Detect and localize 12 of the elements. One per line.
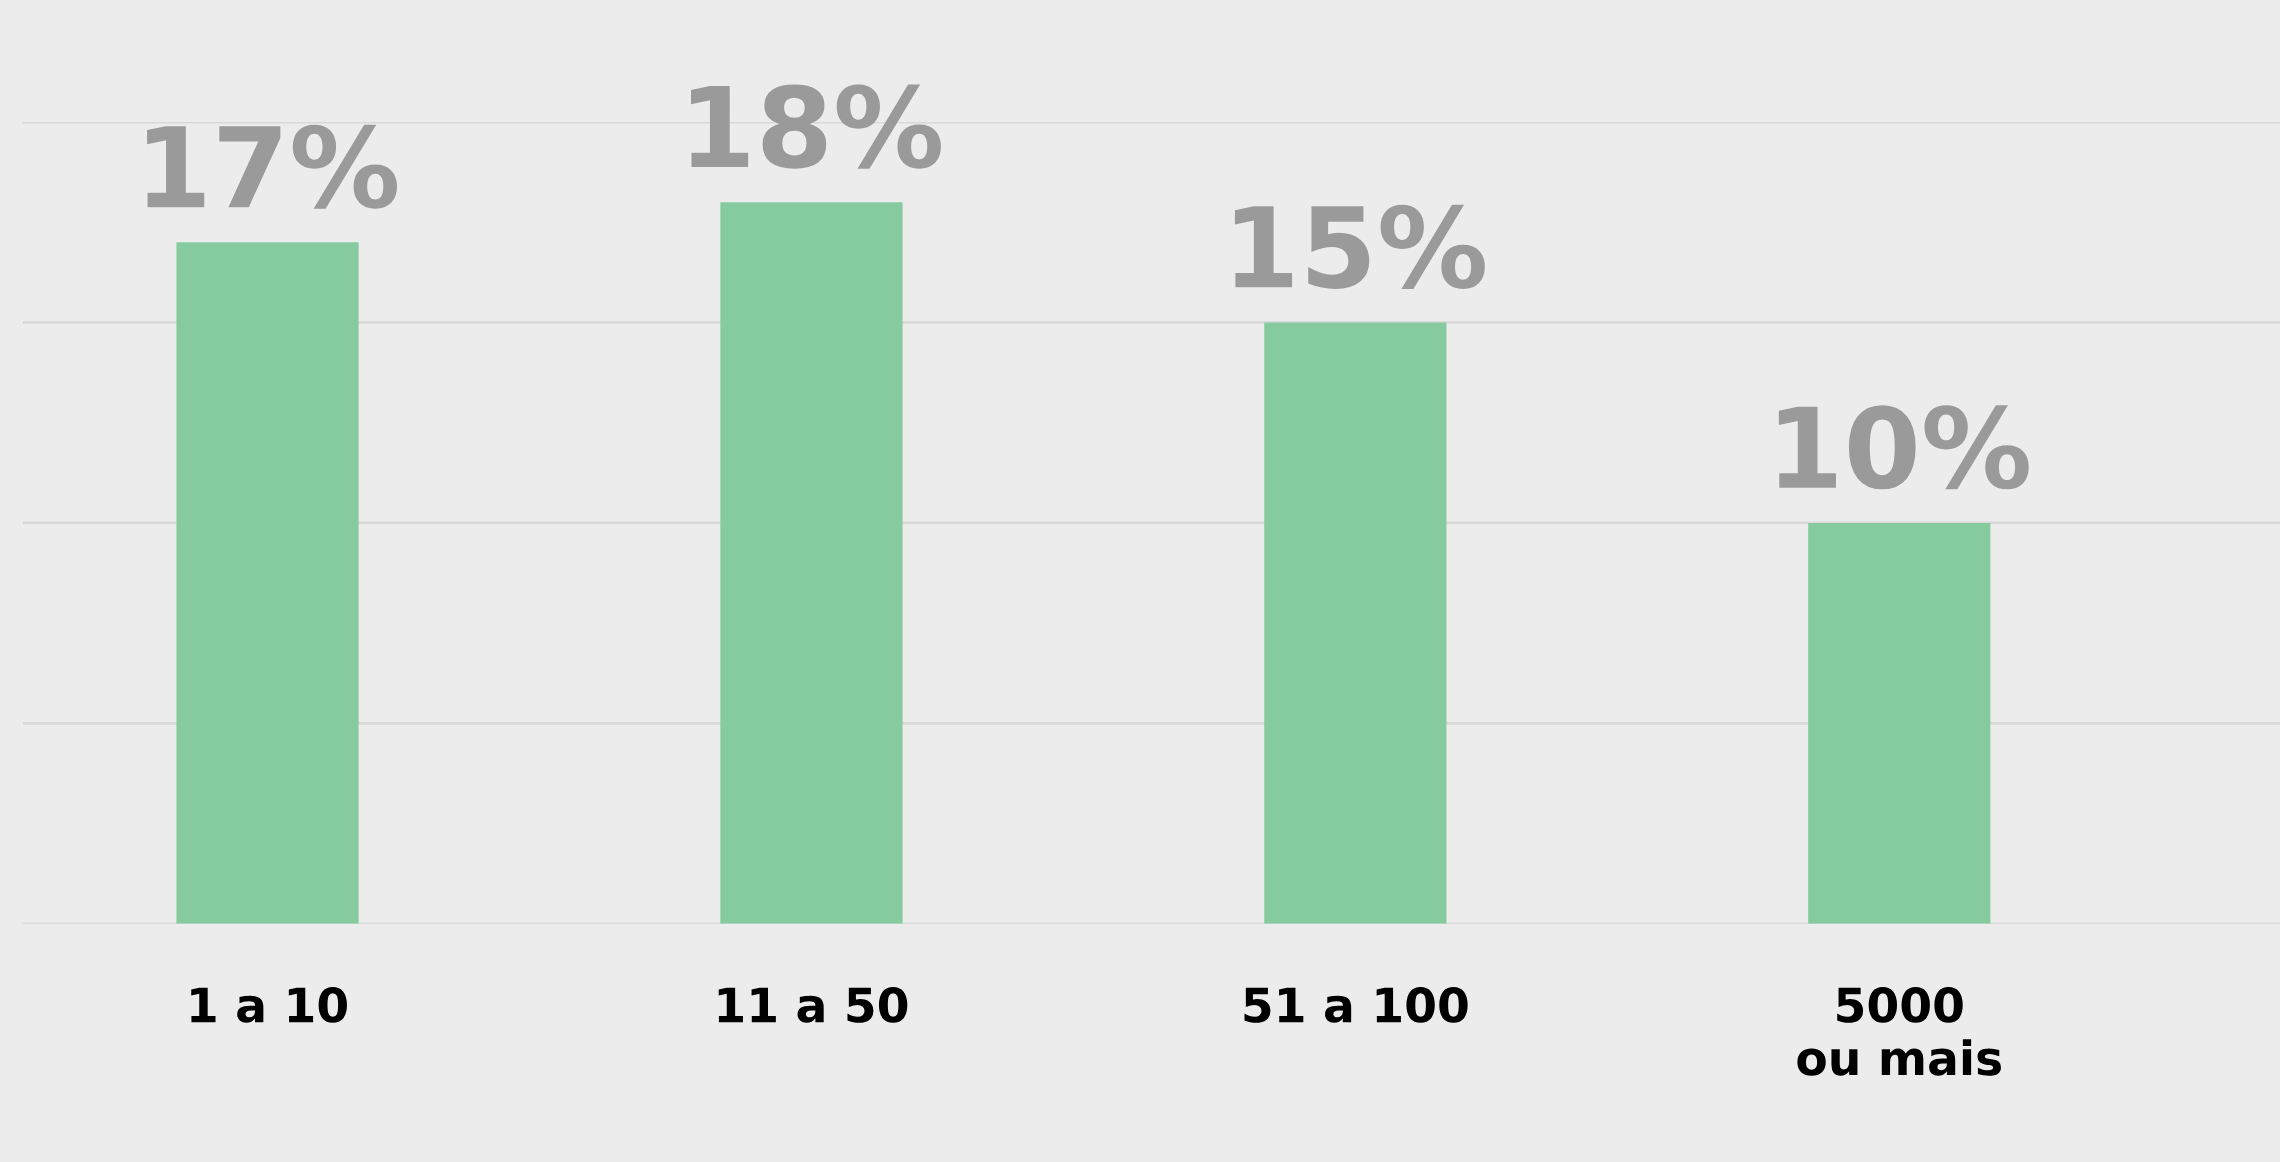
data-label: 17% bbox=[147, 124, 397, 209]
x-tick-label: 1 a 10 bbox=[191, 987, 347, 1023]
x-tick-label: 11 a 50 bbox=[718, 987, 908, 1023]
bar bbox=[1264, 322, 1447, 924]
data-label: 15% bbox=[1234, 204, 1485, 289]
bar bbox=[176, 242, 359, 924]
data-label: 10% bbox=[1778, 405, 2029, 490]
x-tick-label: 5000 ou mais bbox=[1797, 987, 2001, 1076]
bar bbox=[1808, 522, 1991, 924]
data-label: 18% bbox=[691, 84, 941, 169]
bar bbox=[720, 202, 903, 924]
x-tick-label: 51 a 100 bbox=[1244, 987, 1468, 1023]
